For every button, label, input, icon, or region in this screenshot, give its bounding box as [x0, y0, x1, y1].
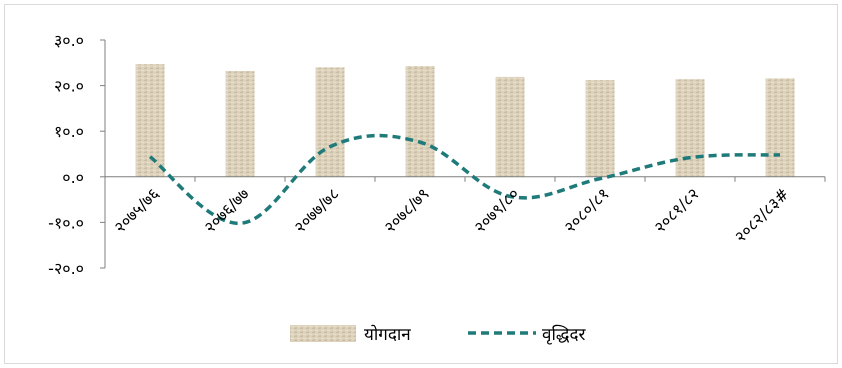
- x-tick-label: २०७५/७६: [110, 184, 163, 237]
- bar: [675, 79, 705, 177]
- bar: [495, 76, 525, 177]
- x-tick-label: २०८०/८१: [560, 184, 613, 237]
- x-tick-label: २०८२/८३#: [731, 184, 793, 246]
- bar: [765, 78, 795, 177]
- bar: [135, 64, 165, 177]
- legend-bar-label: योगदान: [364, 324, 411, 345]
- bar: [405, 65, 435, 177]
- x-tick-label: २०७८/७९: [380, 184, 433, 237]
- x-tick-label: २०८१/८२: [650, 184, 703, 237]
- y-tick-label: -२०.०: [48, 259, 84, 278]
- chart-frame: [4, 4, 838, 364]
- bars-layer: [135, 64, 795, 177]
- line-layer: [148, 133, 781, 226]
- x-tick-label: २०७७/७८: [290, 184, 343, 237]
- legend-line-label: वृद्धिदर: [542, 324, 586, 345]
- y-tick-label: १०.०: [54, 122, 84, 141]
- y-tick-label: ०.०: [62, 168, 84, 187]
- legend-bar-swatch: [290, 325, 356, 342]
- legend: योगदान वृद्धिदर: [290, 324, 586, 345]
- bar: [225, 71, 255, 177]
- axis-layer: [100, 39, 826, 269]
- bar: [585, 80, 615, 177]
- y-tick-label: -१०.०: [48, 213, 84, 232]
- bar: [315, 67, 345, 177]
- growth-rate-line: [148, 133, 781, 226]
- y-tick-label: २०.०: [54, 77, 84, 96]
- y-tick-label: ३०.०: [54, 31, 84, 50]
